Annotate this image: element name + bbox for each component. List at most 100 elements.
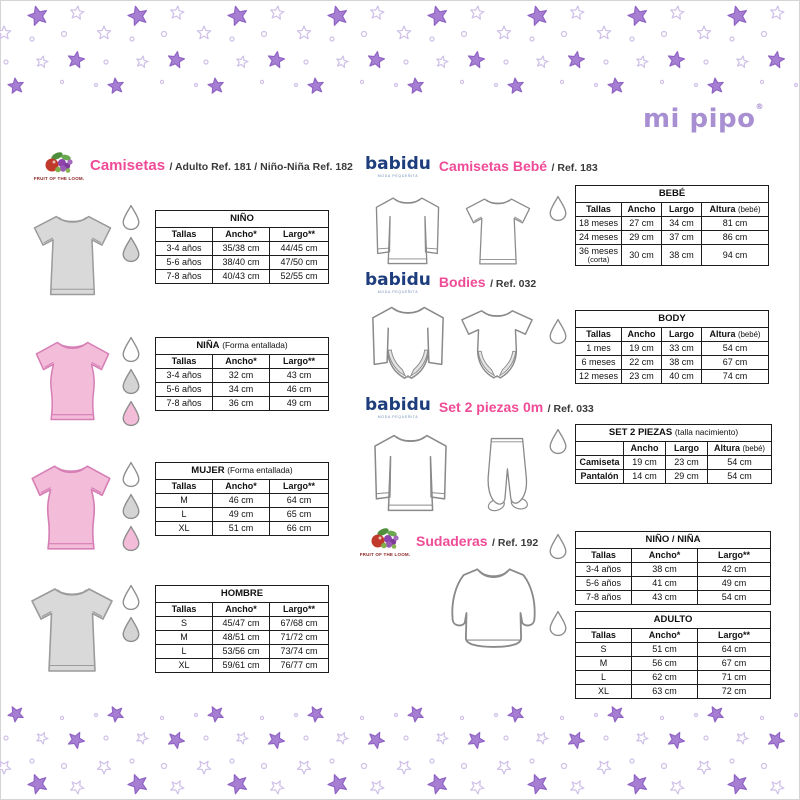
color-options-mujer [120,461,142,552]
table-cell: Camiseta [575,455,624,470]
color-drop-white-icon [547,533,569,560]
color-drop-grey-icon [120,616,142,643]
table-row: XL 59/61 cm 76/77 cm [155,658,329,673]
dot-icon [303,59,309,65]
table-cell: L [155,507,213,522]
star-icon [327,5,347,26]
table-header-cell: Largo** [269,479,329,494]
table-cell: 38/40 cm [212,255,270,270]
table-cell: 36 meses (corta) [575,244,622,266]
table-header-row: Ancho Largo Altura (bebé) [575,441,772,456]
dot-icon [729,36,735,42]
dot-icon [203,735,209,741]
star-icon [596,760,612,775]
star-icon [167,731,185,749]
dot-icon [593,82,599,88]
size-table-sudaderas-ninos: NIÑO / NIÑA Tallas Ancho* Largo** 3-4 años 38… [575,531,771,605]
table-header-cell: Tallas [575,548,632,563]
fruit-logo-text: FRUIT OF THE LOOM. [33,176,85,181]
star-icon [196,760,212,775]
star-icon [96,760,112,775]
dot-icon [293,82,299,88]
fruit-logo-text: FRUIT OF THE LOOM. [359,552,411,557]
color-drop-white-icon [547,428,569,455]
dot-icon [103,735,109,741]
table-header-cell: Tallas [155,602,213,617]
table-row: S 45/47 cm 67/68 cm [155,616,329,631]
table-cell: 43 cm [631,590,698,605]
star-icon [727,774,747,795]
table-cell: 14 cm [623,469,666,484]
color-options-sudadera-adulto [547,610,569,637]
star-icon [27,5,47,26]
table-row: XL 51 cm 66 cm [155,521,329,536]
star-icon [336,731,349,745]
section-camisetas-bebe-header: babidu MODA PEQUEÑITA Camisetas Bebé / R… [365,156,598,179]
table-title: NIÑO / NIÑA [575,531,771,549]
table-title-row: NIÑO [154,210,330,228]
star-icon [467,51,485,69]
star-icon [607,77,624,94]
table-cell: 38 cm [631,562,698,577]
star-icon [570,5,585,20]
color-drop-white-icon [547,318,569,345]
star-icon [367,731,385,749]
table-title-row: MUJER (Forma entallada) [155,462,329,480]
table-cell: 94 cm [700,244,770,266]
dot-icon [493,82,499,88]
longsleeve-body-illustration [358,296,458,391]
table-cell: XL [155,521,213,536]
dot-icon [160,30,168,38]
star-icon [396,760,412,775]
star-icon [27,774,47,795]
table-header-cell: Altura (bebé) [700,202,770,217]
dot-icon [193,712,199,718]
dot-icon [703,735,709,741]
table-cell: 65 cm [269,507,329,522]
table-title-row: BODY [574,310,770,328]
table-cell: 49 cm [697,576,771,591]
star-icon [496,760,512,775]
table-cell: 71/72 cm [269,630,329,645]
table-cell: 46 cm [269,382,329,397]
table-header-cell: Largo** [696,628,772,643]
babidu-logo-tagline: MODA PEQUEÑITA [377,174,419,178]
star-icon [0,760,12,775]
table-header-cell: Tallas [155,354,213,369]
size-table-sudaderas-adulto: ADULTO Tallas Ancho* Largo** S 51 cm 64 cm M 56 … [574,611,772,699]
table-row: L 62 cm 71 cm [575,670,772,685]
star-icon [470,780,485,795]
star-icon [670,780,685,795]
dot-icon [59,715,65,721]
table-cell: 66 cm [269,521,329,536]
set-pants-illustration [466,420,548,526]
dot-icon [793,712,799,718]
star-icon [607,706,624,723]
table-cell: 59/61 cm [212,658,270,673]
star-icon [70,780,85,795]
star-icon [267,731,285,749]
section-bodies-header: babidu MODA PEQUEÑITA Bodies / Ref. 032 [365,272,536,295]
table-cell: XL [155,658,213,673]
table-cell: 56 cm [631,656,698,671]
fruit-logo-icon [371,526,399,549]
set-top-illustration [358,424,463,520]
star-icon [627,5,647,26]
star-icon [507,77,524,94]
babidu-logo-tagline: MODA PEQUEÑITA [377,415,419,419]
mipipo-logo: mi pipo® [643,102,764,134]
star-icon [127,774,147,795]
table-cell: 81 cm [700,216,770,231]
table-cell: 62 cm [631,670,698,685]
table-header-row: Tallas Ancho* Largo** [155,479,329,494]
star-icon [536,55,549,69]
star-icon [567,731,585,749]
dot-icon [203,59,209,65]
dot-icon [793,82,799,88]
star-icon [436,55,449,69]
table-row: 7-8 años 36 cm 49 cm [155,396,329,411]
table-cell: 74 cm [700,369,770,384]
table-title: BODY [574,310,770,328]
star-icon [496,25,512,40]
